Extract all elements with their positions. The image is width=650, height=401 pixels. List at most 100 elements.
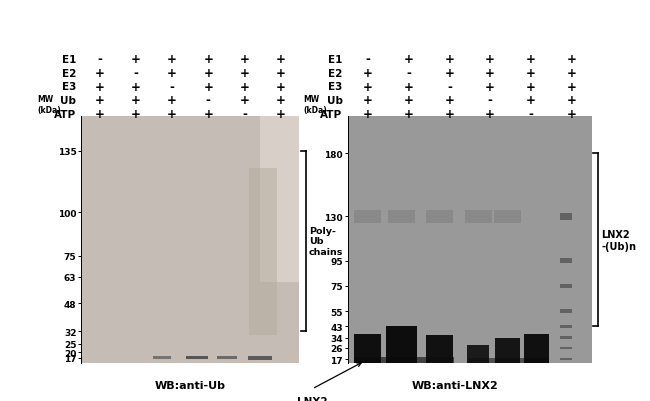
Bar — [426, 211, 452, 223]
Text: +: + — [276, 81, 286, 93]
Text: -: - — [133, 67, 138, 80]
Text: +: + — [131, 81, 140, 93]
Bar — [260, 116, 299, 282]
Text: E2: E2 — [62, 69, 76, 78]
Text: +: + — [276, 67, 286, 80]
Text: -: - — [447, 81, 452, 93]
Text: LNX2
-(Ub)n: LNX2 -(Ub)n — [601, 229, 636, 251]
Text: +: + — [203, 81, 213, 93]
Bar — [385, 326, 417, 363]
Text: +: + — [276, 94, 286, 107]
Text: -: - — [365, 53, 370, 66]
Bar — [217, 356, 237, 359]
Text: Ub: Ub — [60, 96, 76, 105]
Bar — [249, 169, 277, 335]
Text: +: + — [240, 81, 250, 93]
Text: +: + — [94, 94, 105, 107]
Text: +: + — [240, 94, 250, 107]
Bar — [153, 356, 170, 359]
Text: +: + — [363, 67, 373, 80]
Text: +: + — [167, 108, 177, 121]
Text: -: - — [488, 94, 493, 107]
Text: +: + — [445, 108, 454, 121]
Text: E1: E1 — [328, 55, 343, 65]
Text: +: + — [404, 108, 413, 121]
Bar — [560, 347, 572, 349]
Text: +: + — [526, 94, 536, 107]
Text: +: + — [526, 81, 536, 93]
Bar — [560, 258, 572, 264]
Text: +: + — [526, 67, 536, 80]
Text: +: + — [404, 81, 413, 93]
Bar — [467, 345, 489, 363]
Text: +: + — [445, 53, 454, 66]
Text: +: + — [566, 81, 576, 93]
Text: +: + — [167, 67, 177, 80]
Text: +: + — [404, 53, 413, 66]
Bar — [560, 284, 572, 288]
Text: +: + — [566, 67, 576, 80]
Bar — [494, 211, 521, 223]
Text: +: + — [131, 94, 140, 107]
Bar — [560, 358, 572, 360]
Text: +: + — [566, 108, 576, 121]
Text: +: + — [131, 53, 140, 66]
Text: -: - — [170, 81, 174, 93]
Text: +: + — [276, 53, 286, 66]
Text: +: + — [363, 108, 373, 121]
Bar — [354, 211, 381, 223]
Text: +: + — [566, 53, 576, 66]
Text: Ub: Ub — [326, 96, 343, 105]
Text: +: + — [203, 108, 213, 121]
Bar — [560, 310, 572, 313]
Text: +: + — [445, 94, 454, 107]
Text: Poly-
Ub
chains: Poly- Ub chains — [309, 227, 343, 256]
Text: +: + — [203, 67, 213, 80]
Text: +: + — [363, 81, 373, 93]
Bar — [354, 334, 381, 363]
Text: MW
(kDa): MW (kDa) — [37, 95, 61, 114]
Text: E3: E3 — [328, 82, 343, 92]
Text: +: + — [94, 81, 105, 93]
Text: ATP: ATP — [320, 109, 343, 119]
Text: +: + — [404, 94, 413, 107]
Text: -: - — [528, 108, 533, 121]
Text: -: - — [97, 53, 102, 66]
Text: +: + — [203, 53, 213, 66]
Bar — [186, 356, 207, 359]
Bar — [560, 213, 572, 221]
Text: +: + — [94, 67, 105, 80]
Bar — [465, 211, 491, 223]
Bar — [560, 336, 572, 339]
Text: +: + — [485, 81, 495, 93]
Text: E2: E2 — [328, 69, 343, 78]
Bar — [426, 335, 452, 363]
Text: -: - — [406, 67, 411, 80]
Text: E1: E1 — [62, 55, 76, 65]
Text: E3: E3 — [62, 82, 76, 92]
Text: LNX2: LNX2 — [296, 396, 328, 401]
Bar — [354, 356, 454, 363]
Text: +: + — [485, 53, 495, 66]
Text: +: + — [526, 53, 536, 66]
Text: +: + — [240, 67, 250, 80]
Bar — [525, 334, 549, 363]
Text: +: + — [485, 67, 495, 80]
Text: -: - — [242, 108, 247, 121]
Text: +: + — [167, 94, 177, 107]
Text: MW
(kDa): MW (kDa) — [304, 95, 328, 114]
Text: +: + — [240, 53, 250, 66]
Bar — [248, 356, 272, 360]
Bar — [495, 338, 519, 363]
Text: WB:anti-LNX2: WB:anti-LNX2 — [411, 380, 499, 390]
Text: +: + — [131, 108, 140, 121]
Text: +: + — [363, 94, 373, 107]
Text: +: + — [167, 53, 177, 66]
Bar — [388, 211, 415, 223]
Bar — [469, 358, 549, 363]
Text: +: + — [566, 94, 576, 107]
Bar — [560, 325, 572, 328]
Text: +: + — [276, 108, 286, 121]
Text: WB:anti-Ub: WB:anti-Ub — [155, 380, 226, 390]
Text: +: + — [485, 108, 495, 121]
